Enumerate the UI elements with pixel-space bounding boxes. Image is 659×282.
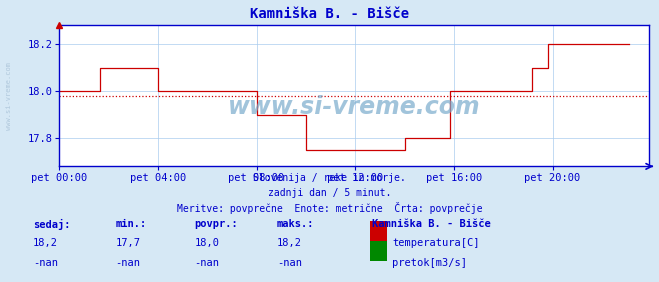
Text: min.:: min.:: [115, 219, 146, 228]
Text: Kamniška B. - Bišče: Kamniška B. - Bišče: [372, 219, 491, 228]
Text: 18,2: 18,2: [33, 238, 58, 248]
Text: -nan: -nan: [33, 258, 58, 268]
Text: povpr.:: povpr.:: [194, 219, 238, 228]
Text: Kamniška B. - Bišče: Kamniška B. - Bišče: [250, 7, 409, 21]
Text: temperatura[C]: temperatura[C]: [392, 238, 480, 248]
Text: maks.:: maks.:: [277, 219, 314, 228]
Text: 17,7: 17,7: [115, 238, 140, 248]
Text: -nan: -nan: [277, 258, 302, 268]
Text: zadnji dan / 5 minut.: zadnji dan / 5 minut.: [268, 188, 391, 197]
Text: 18,0: 18,0: [194, 238, 219, 248]
Text: sedaj:: sedaj:: [33, 219, 71, 230]
Text: pretok[m3/s]: pretok[m3/s]: [392, 258, 467, 268]
Text: -nan: -nan: [194, 258, 219, 268]
Text: Meritve: povprečne  Enote: metrične  Črta: povprečje: Meritve: povprečne Enote: metrične Črta:…: [177, 202, 482, 214]
Text: www.si-vreme.com: www.si-vreme.com: [228, 95, 480, 119]
Text: -nan: -nan: [115, 258, 140, 268]
Text: 18,2: 18,2: [277, 238, 302, 248]
Text: www.si-vreme.com: www.si-vreme.com: [5, 62, 12, 130]
Text: Slovenija / reke in morje.: Slovenija / reke in morje.: [253, 173, 406, 183]
